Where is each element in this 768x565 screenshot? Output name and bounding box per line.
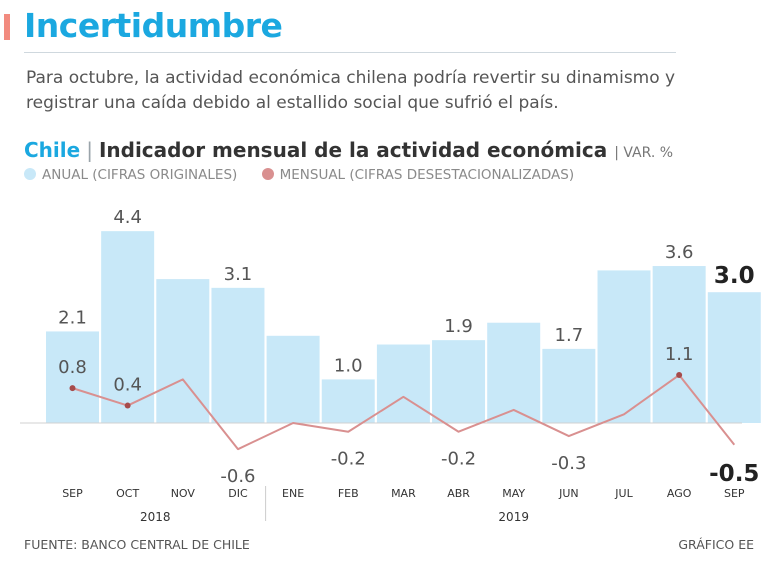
chart-country: Chile <box>24 138 81 162</box>
monthly-label-12: -0.5 <box>709 461 759 487</box>
monthly-label-1: 0.4 <box>113 375 142 396</box>
chart-heading: Chile | Indicador mensual de la actividad … <box>24 138 673 162</box>
footer-credit: GRÁFICO EE <box>678 537 754 552</box>
bar-annual-label-12: 3.0 <box>714 263 755 289</box>
month-tick-label-10: JUL <box>614 487 633 500</box>
month-tick-label-12: SEP <box>724 487 745 500</box>
legend-item-annual: ANUAL (CIFRAS ORIGINALES) <box>24 167 237 183</box>
page-title: Incertidumbre <box>24 6 283 45</box>
legend-label-monthly: MENSUAL (CIFRAS DESESTACIONALIZADAS) <box>279 167 575 183</box>
bar-annual-abr-7 <box>432 340 486 423</box>
chart-unit: | VAR. % <box>614 145 674 161</box>
monthly-label-11: 1.1 <box>665 344 694 365</box>
monthly-series-line <box>72 374 736 451</box>
bar-annual-label-5: 1.0 <box>334 355 363 376</box>
legend-swatch-monthly <box>261 168 274 180</box>
bar-annual-label-0: 2.1 <box>58 307 87 328</box>
year-label-2018: 2018 <box>140 510 171 524</box>
bar-annual-label-11: 3.6 <box>665 242 694 263</box>
bar-annual-jun-9 <box>542 348 596 423</box>
legend-label-annual: ANUAL (CIFRAS ORIGINALES) <box>42 167 238 183</box>
year-label-2019: 2019 <box>498 510 529 524</box>
bar-annual-feb-5 <box>321 379 375 423</box>
monthly-label-7: -0.2 <box>441 449 476 470</box>
legend-item-monthly: MENSUAL (CIFRAS DESESTACIONALIZADAS) <box>261 167 575 183</box>
bar-annual-mar-6 <box>376 344 430 423</box>
month-tick-label-9: JUN <box>558 487 579 500</box>
bar-annual-ene-4 <box>266 335 320 423</box>
bar-annual-sep-0 <box>46 331 99 423</box>
monthly-label-0: 0.8 <box>58 357 87 378</box>
month-tick-label-5: FEB <box>338 487 359 500</box>
bar-annual-sep-12 <box>707 292 761 423</box>
bar-annual-label-9: 1.7 <box>555 325 584 346</box>
monthly-label-9: -0.3 <box>551 453 586 474</box>
footer-source: FUENTE: BANCO CENTRAL DE CHILE <box>24 537 250 552</box>
monthly-marker-1 <box>124 402 131 409</box>
month-tick-label-1: OCT <box>116 487 139 500</box>
chart-heading-separator: | <box>86 138 93 162</box>
month-tick-label-2: NOV <box>171 487 196 500</box>
month-tick-label-3: DIC <box>228 487 248 500</box>
monthly-label-5: -0.2 <box>331 449 366 470</box>
month-tick-label-0: SEP <box>62 487 83 500</box>
bar-annual-nov-2 <box>156 279 210 423</box>
bar-annual-label-3: 3.1 <box>224 264 253 285</box>
monthly-marker-0 <box>69 385 76 392</box>
month-tick-label-8: MAY <box>502 487 525 500</box>
page-subtitle: Para octubre, la actividad económica chi… <box>26 68 676 113</box>
bar-annual-dic-3 <box>211 287 265 423</box>
title-divider <box>24 52 676 53</box>
month-tick-label-11: AGO <box>667 487 692 500</box>
bar-annual-oct-1 <box>101 231 155 423</box>
bar-annual-label-7: 1.9 <box>444 316 473 337</box>
monthly-marker-11 <box>676 372 683 379</box>
month-tick-label-4: ENE <box>282 487 304 500</box>
legend-swatch-annual <box>24 168 36 180</box>
month-tick-label-7: ABR <box>447 487 470 500</box>
chart-indicator-title: Indicador mensual de la actividad económ… <box>98 138 608 162</box>
bar-annual-jul-10 <box>597 270 651 423</box>
monthly-label-3: -0.6 <box>220 466 255 487</box>
chart-legend: ANUAL (CIFRAS ORIGINALES) MENSUAL (CIFRA… <box>24 167 594 183</box>
bar-annual-label-1: 4.4 <box>113 207 142 228</box>
bar-annual-may-8 <box>487 322 541 423</box>
title-accent-bar <box>4 14 10 40</box>
month-tick-label-6: MAR <box>391 487 416 500</box>
